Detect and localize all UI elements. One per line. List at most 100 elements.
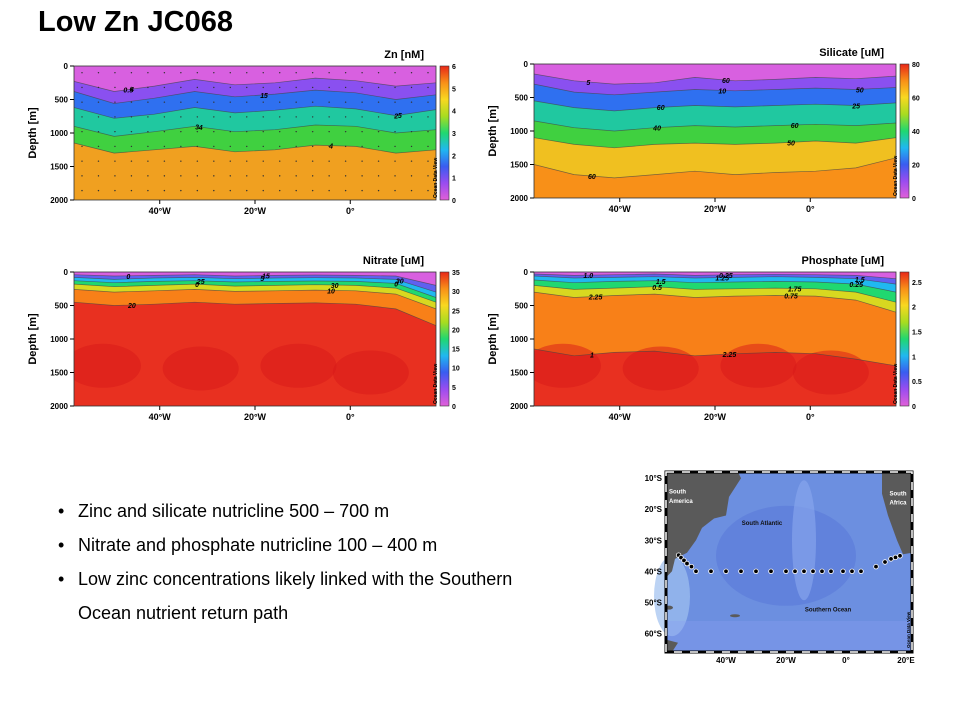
sample-point (114, 175, 116, 177)
sample-point (196, 130, 199, 133)
map-lat-label: 60°S (645, 629, 663, 638)
sample-point (147, 160, 149, 162)
sample-point (130, 160, 133, 162)
sample-point (262, 116, 264, 118)
sample-point (81, 101, 83, 103)
contour-line (74, 77, 436, 92)
zn-section-panel: Zn [nM] 0.5 1 2 3 4 4 5 5 4 Depth [m] 0 500 1000 1500 2… (22, 46, 462, 236)
colorbar-tick-label: 5 (452, 385, 456, 392)
sample-point (361, 175, 363, 177)
contour-line (534, 348, 896, 367)
station-marker (819, 568, 825, 575)
sample-point (279, 189, 281, 192)
sample-point (147, 145, 149, 148)
sample-point (147, 189, 149, 192)
sample-point (427, 175, 429, 177)
southern-ocean-label: Southern Ocean (805, 608, 852, 614)
sample-point (427, 101, 429, 103)
sample-point (410, 145, 413, 148)
field-hotspot (332, 350, 409, 395)
station-marker (828, 568, 834, 575)
sample-point (229, 175, 231, 177)
sample-point (196, 101, 199, 103)
sample-point (229, 72, 231, 74)
y-axis-label: Depth [m] (487, 313, 499, 365)
sample-point (295, 130, 297, 133)
sample-point (344, 86, 347, 89)
colorbar-tick-label: 20 (452, 327, 460, 334)
sample-point (295, 175, 297, 177)
sample-point (279, 130, 281, 133)
sample-point (213, 175, 215, 177)
colorbar-tick-label: 1 (912, 354, 916, 361)
contour-line (534, 137, 896, 149)
sample-point (394, 160, 396, 162)
sample-point (262, 101, 264, 103)
contour-label: 60 (722, 78, 730, 85)
contour-label: 40 (652, 126, 661, 133)
contour-line (74, 283, 436, 303)
sample-point (344, 145, 347, 148)
contour-label: 0.25 (849, 282, 863, 289)
sample-point (262, 130, 264, 133)
map-odv-watermark: Ocean Data View (906, 611, 911, 648)
odv-watermark: Ocean Data View (433, 364, 439, 404)
sample-point (97, 160, 100, 162)
sample-point (130, 116, 133, 118)
sample-point (279, 116, 281, 118)
y-tick-label: 0 (524, 268, 529, 277)
map-lon-label: 20°E (897, 656, 915, 665)
sample-point (180, 175, 182, 177)
station-marker (688, 563, 695, 570)
map-lon-label: 20°W (776, 656, 796, 665)
sample-point (262, 189, 264, 192)
sample-point (246, 175, 248, 177)
y-tick-label: 0 (524, 60, 529, 69)
sample-point (229, 86, 231, 89)
x-tick-label: 0° (806, 204, 815, 214)
contour-line (534, 285, 896, 303)
station-marker (888, 556, 894, 562)
sample-point (114, 145, 116, 148)
sample-point (394, 189, 396, 192)
sample-point (114, 72, 116, 74)
south-africa-label: Africa (890, 501, 908, 507)
map-lon-label: 0° (842, 656, 850, 665)
contour-label: 0 (126, 274, 130, 281)
sample-point (361, 189, 363, 192)
field-hotspot (162, 346, 239, 391)
slide-title: Low Zn JC068 (38, 6, 233, 38)
station-marker (801, 568, 807, 575)
bullet-item: • Nitrate and phosphate nutricline 100 – … (58, 528, 618, 562)
station-marker (810, 568, 816, 575)
sample-point (295, 145, 297, 148)
silicate-section-chart: Silicate [uM] 5 10 25 40 50 60 60 50 60 60 Depth [m… (487, 47, 920, 214)
sample-point (246, 86, 248, 89)
bullet-continuation: Ocean nutrient return path (78, 603, 289, 623)
sample-point (394, 175, 396, 177)
sample-point (97, 86, 100, 89)
sample-point (344, 189, 347, 192)
sample-point (246, 130, 248, 133)
sample-point (344, 160, 347, 162)
y-tick-label: 0 (64, 268, 69, 277)
sample-point (410, 175, 413, 177)
chart-title: Phosphate [uM] (802, 255, 885, 267)
sample-point (97, 130, 100, 133)
sample-point (147, 101, 149, 103)
y-tick-label: 1000 (510, 127, 528, 136)
sample-point (427, 160, 429, 162)
x-tick-label: 0° (806, 412, 815, 422)
bullet-item: • Zinc and silicate nutricline 500 – 700 … (58, 494, 618, 528)
contour-label: 0.5 (123, 88, 133, 95)
x-tick-label: 20°W (704, 204, 727, 214)
contour-label: 1 (260, 93, 264, 100)
sample-point (246, 145, 248, 148)
sample-point (196, 189, 199, 192)
contour-line (534, 157, 896, 179)
sample-point (213, 101, 215, 103)
sample-point (427, 189, 429, 192)
sample-point (377, 130, 380, 133)
sample-point (196, 175, 199, 177)
sample-point (410, 116, 413, 118)
